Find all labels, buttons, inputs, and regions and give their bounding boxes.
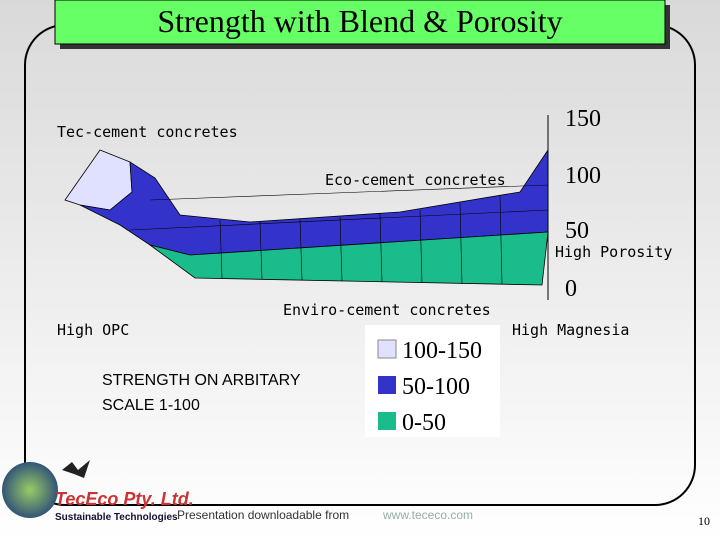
note: SCALE 1-100	[102, 397, 200, 414]
download-note: Presentation downloadable from	[177, 508, 349, 522]
surface	[64, 148, 549, 286]
tick-label: 150	[565, 106, 601, 132]
surface-low	[149, 231, 549, 286]
download-link[interactable]: www.tececo.com	[382, 508, 473, 522]
logo-globe	[2, 462, 58, 518]
legend-swatch	[378, 376, 396, 394]
axis-ticks: 150 100 50 0	[565, 106, 601, 302]
legend-label: 100-150	[402, 338, 482, 364]
legend-swatch	[378, 412, 396, 430]
label: Eco-cement concretes	[325, 171, 506, 189]
label: High Porosity	[555, 243, 672, 261]
logo-bird	[62, 460, 90, 478]
label: High Magnesia	[512, 321, 629, 339]
page-number: 10	[698, 514, 710, 528]
label: Tec-cement concretes	[57, 123, 238, 141]
tick-label: 50	[565, 218, 589, 244]
label: High OPC	[57, 321, 129, 339]
title-box	[54, 0, 666, 45]
label: Enviro-cement concretes	[283, 301, 491, 319]
title: Strength with Blend & Porosity	[157, 3, 562, 39]
tagline: Sustainable Technologies	[55, 512, 178, 523]
legend-swatch	[377, 339, 397, 359]
surface-mesh	[129, 184, 549, 285]
company: TecEco Pty. Ltd.	[55, 489, 194, 509]
tick-label: 100	[565, 163, 601, 189]
legend-label: 50-100	[402, 374, 470, 400]
tick-label: 0	[565, 276, 577, 302]
legend-label: 0-50	[402, 410, 446, 436]
note: STRENGTH ON ARBITARY	[102, 372, 301, 389]
